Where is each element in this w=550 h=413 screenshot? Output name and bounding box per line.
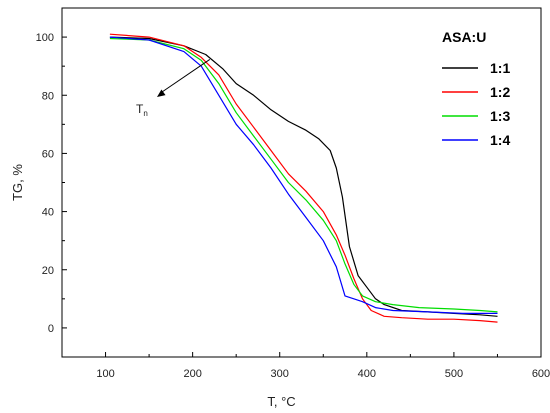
y-tick-label: 20	[42, 265, 54, 277]
plot-area	[61, 7, 542, 358]
legend-label: 1:2	[490, 84, 510, 100]
x-tick-label: 400	[358, 368, 376, 380]
series-line-1-4	[109, 36, 498, 314]
x-tick-label: 300	[271, 368, 289, 380]
series-line-1-1	[109, 36, 498, 317]
y-axis-label: TG, %	[10, 164, 25, 201]
x-axis: 100 200 300 400 500 600	[61, 352, 550, 380]
y-tick-label: 80	[42, 90, 54, 102]
tn-annotation: Tn	[136, 59, 211, 118]
legend: ASA:U 1:1 1:2 1:3 1:4	[442, 29, 510, 148]
x-tick-label: 200	[183, 368, 201, 380]
legend-label: 1:4	[490, 132, 510, 148]
annotation-arrow-head	[157, 89, 166, 97]
plot-border	[61, 7, 542, 358]
x-axis-label: T, °C	[267, 394, 295, 409]
legend-title: ASA:U	[442, 29, 486, 45]
legend-label: 1:1	[490, 60, 510, 76]
legend-label: 1:3	[490, 108, 510, 124]
y-tick-label: 100	[36, 32, 54, 44]
series-line-1-3	[109, 37, 498, 313]
annotation-label: Tn	[136, 102, 148, 118]
y-axis: 0 20 40 60 80 100	[36, 7, 67, 358]
y-tick-label: 0	[48, 323, 54, 335]
annotation-arrow	[161, 59, 211, 93]
series-line-1-2	[109, 33, 498, 323]
x-tick-label: 100	[96, 368, 114, 380]
x-tick-label: 600	[532, 368, 550, 380]
x-tick-label: 500	[445, 368, 463, 380]
y-tick-label: 40	[42, 207, 54, 219]
y-tick-label: 60	[42, 148, 54, 160]
series-lines	[109, 33, 498, 323]
